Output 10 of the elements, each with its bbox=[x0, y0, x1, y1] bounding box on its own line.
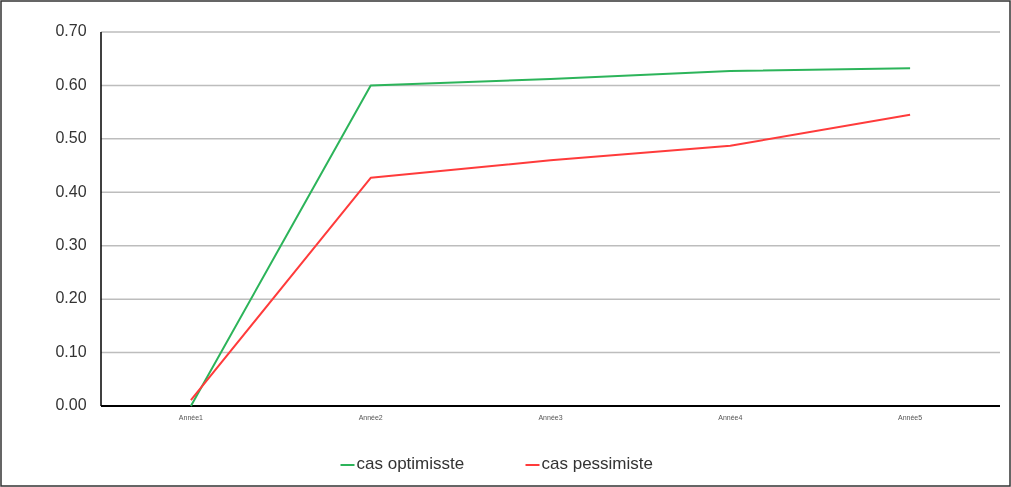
y-tick-label: 0.30 bbox=[55, 235, 87, 253]
y-tick-label: 0.70 bbox=[55, 22, 87, 40]
legend-label: cas optimisste bbox=[356, 454, 465, 474]
y-tick-label: 0.60 bbox=[55, 75, 87, 93]
y-tick-label: 0.40 bbox=[55, 182, 87, 200]
legend-label: cas pessimiste bbox=[541, 454, 653, 474]
y-tick-label: 0.50 bbox=[55, 129, 87, 147]
y-tick-label: 0.00 bbox=[55, 396, 87, 414]
y-tick-label: 0.20 bbox=[55, 289, 87, 307]
y-tick-label: 0.10 bbox=[55, 342, 87, 360]
